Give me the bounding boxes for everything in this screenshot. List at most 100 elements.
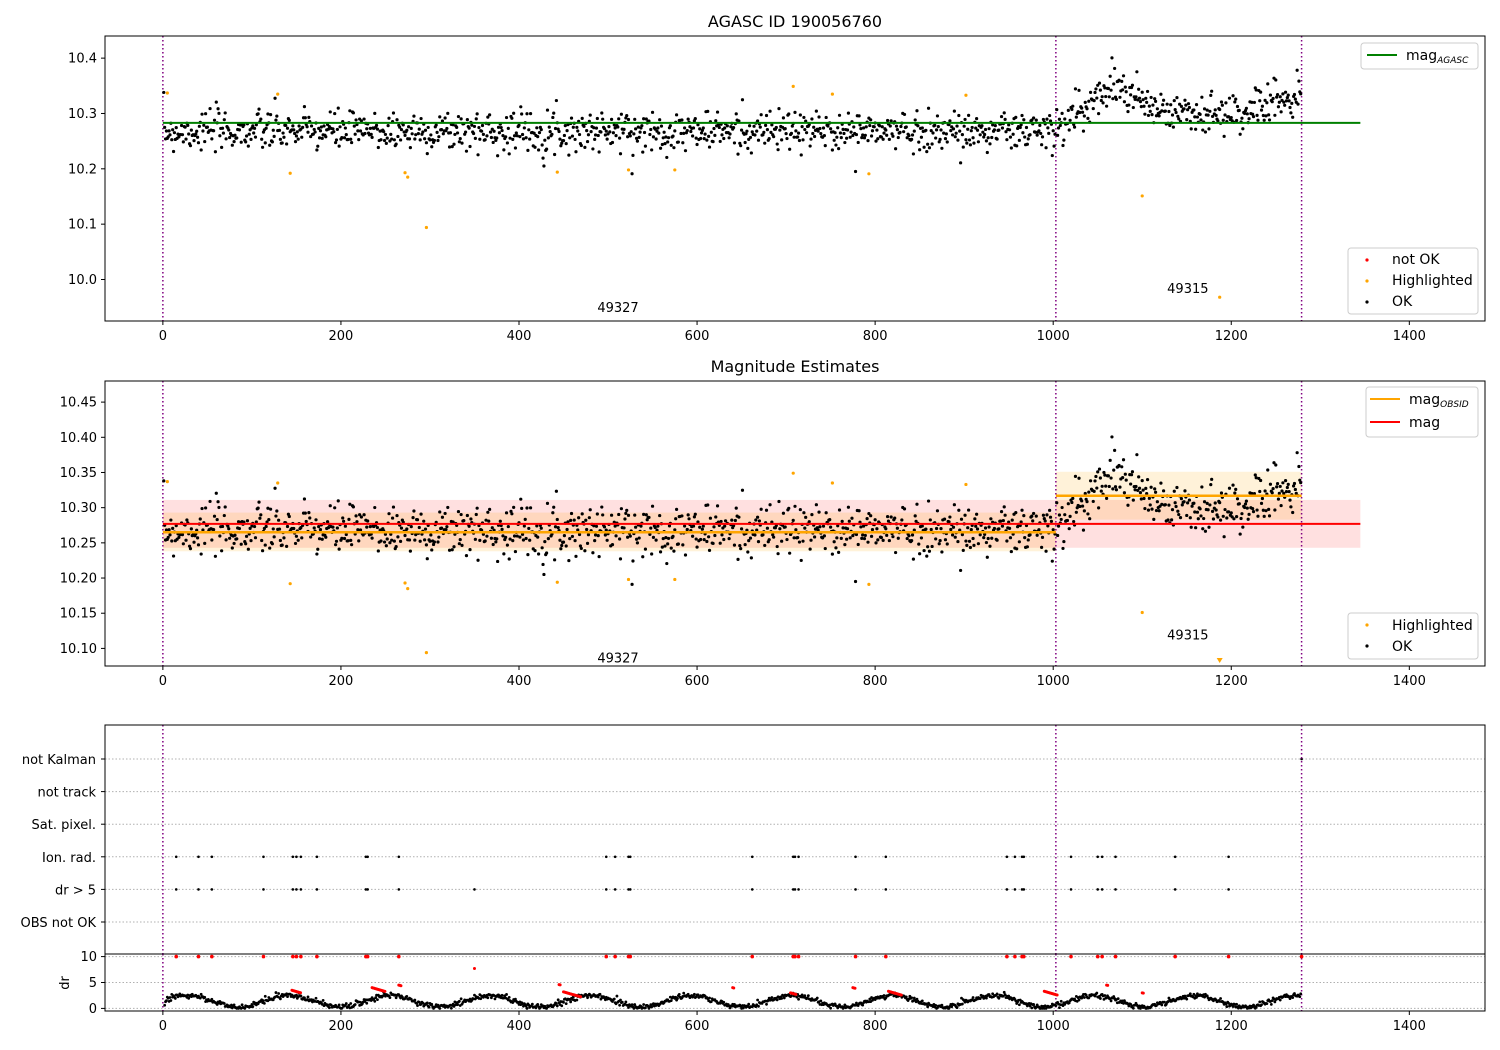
ok-point: [631, 153, 635, 157]
ok-point: [585, 527, 589, 532]
ok-point: [508, 136, 512, 140]
ok-point: [228, 135, 232, 140]
ok-point: [950, 133, 955, 137]
ok-point: [1261, 508, 1265, 512]
ok-point: [496, 125, 501, 129]
ok-point: [270, 140, 274, 144]
ok-point: [315, 552, 319, 556]
ok-point: [539, 128, 543, 132]
ok-point: [366, 519, 370, 523]
ok-point: [1255, 508, 1259, 512]
ok-point: [772, 135, 776, 139]
ok-point: [911, 152, 916, 156]
ok-point: [227, 527, 231, 531]
ok-point: [411, 516, 415, 520]
ok-point: [1194, 127, 1198, 131]
y-tick-label: 10.45: [60, 396, 97, 411]
ok-point: [504, 535, 508, 539]
ok-point: [572, 518, 576, 522]
ok-point: [1177, 512, 1181, 517]
legend-agasc-sub: AGASC: [1436, 56, 1469, 66]
ok-point: [413, 538, 417, 542]
ok-point: [648, 132, 652, 137]
ok-point: [166, 535, 170, 540]
dr-point: [741, 1006, 745, 1010]
ok-point: [502, 148, 506, 152]
ok-point: [661, 136, 665, 140]
ok-point: [511, 137, 515, 141]
ok-point: [468, 548, 472, 552]
flag-point: [1022, 855, 1026, 859]
ok-point: [338, 125, 342, 129]
ok-point: [930, 544, 934, 549]
ok-point: [1262, 118, 1266, 122]
ok-point: [1272, 461, 1276, 465]
ok-point: [1297, 464, 1301, 469]
ok-point: [222, 118, 226, 122]
ok-point: [512, 111, 516, 115]
dr-bad-point: [732, 986, 736, 990]
ok-point: [507, 152, 511, 156]
highlighted-point: [867, 582, 871, 586]
ok-point: [1202, 107, 1207, 111]
highlighted-point: [791, 84, 795, 88]
ok-point: [767, 137, 771, 141]
ok-point: [1226, 510, 1231, 514]
ok-point: [1196, 517, 1200, 521]
ok-point: [322, 124, 326, 128]
ok-point: [951, 127, 956, 131]
ok-point: [1223, 113, 1227, 117]
ok-point: [266, 506, 270, 510]
ok-point: [708, 516, 713, 520]
ok-point: [692, 515, 696, 519]
ok-point: [419, 512, 423, 516]
ok-point: [1271, 96, 1275, 101]
ok-point: [861, 524, 866, 528]
ok-point: [335, 127, 339, 132]
ok-point: [333, 506, 337, 510]
ok-point: [505, 141, 510, 145]
ok-point: [1121, 458, 1126, 462]
flag-label: OBS not OK: [21, 916, 97, 931]
flag-point: [627, 888, 630, 891]
ok-point: [460, 543, 464, 548]
dr-point: [1058, 1006, 1061, 1009]
ok-point: [553, 525, 558, 529]
ok-point: [1283, 103, 1287, 107]
ok-point: [643, 144, 648, 148]
ok-point: [452, 545, 456, 549]
dr-point: [427, 1005, 431, 1009]
dr-point: [978, 997, 982, 1001]
ok-point: [247, 132, 251, 136]
ok-point: [456, 509, 461, 514]
ok-point: [419, 116, 423, 121]
ok-point: [943, 137, 948, 141]
ok-point: [660, 545, 664, 549]
ok-point: [974, 524, 978, 528]
ok-point: [803, 526, 807, 530]
ok-point: [426, 125, 430, 130]
ok-point: [480, 129, 484, 133]
ok-point: [382, 138, 387, 143]
dr-bad-point: [1100, 954, 1104, 959]
obsid-label-49327-est: 49327: [597, 652, 638, 667]
ok-point: [203, 139, 207, 144]
ok-point: [542, 572, 546, 577]
ok-point: [792, 135, 796, 139]
ok-point: [1277, 491, 1281, 495]
ok-point: [691, 534, 695, 538]
ok-point: [528, 112, 533, 116]
ok-point: [1050, 559, 1054, 563]
ok-point: [698, 127, 702, 131]
ok-point: [1199, 118, 1203, 122]
ok-point: [557, 129, 561, 134]
flag-point: [295, 888, 298, 891]
ok-point: [246, 144, 250, 148]
ok-point: [1227, 96, 1232, 100]
ok-point: [565, 527, 569, 532]
ok-point: [681, 543, 685, 547]
ok-point: [975, 527, 980, 531]
ok-point: [416, 132, 420, 136]
x-tick-label: 1200: [1215, 329, 1248, 344]
ok-point: [235, 537, 239, 541]
